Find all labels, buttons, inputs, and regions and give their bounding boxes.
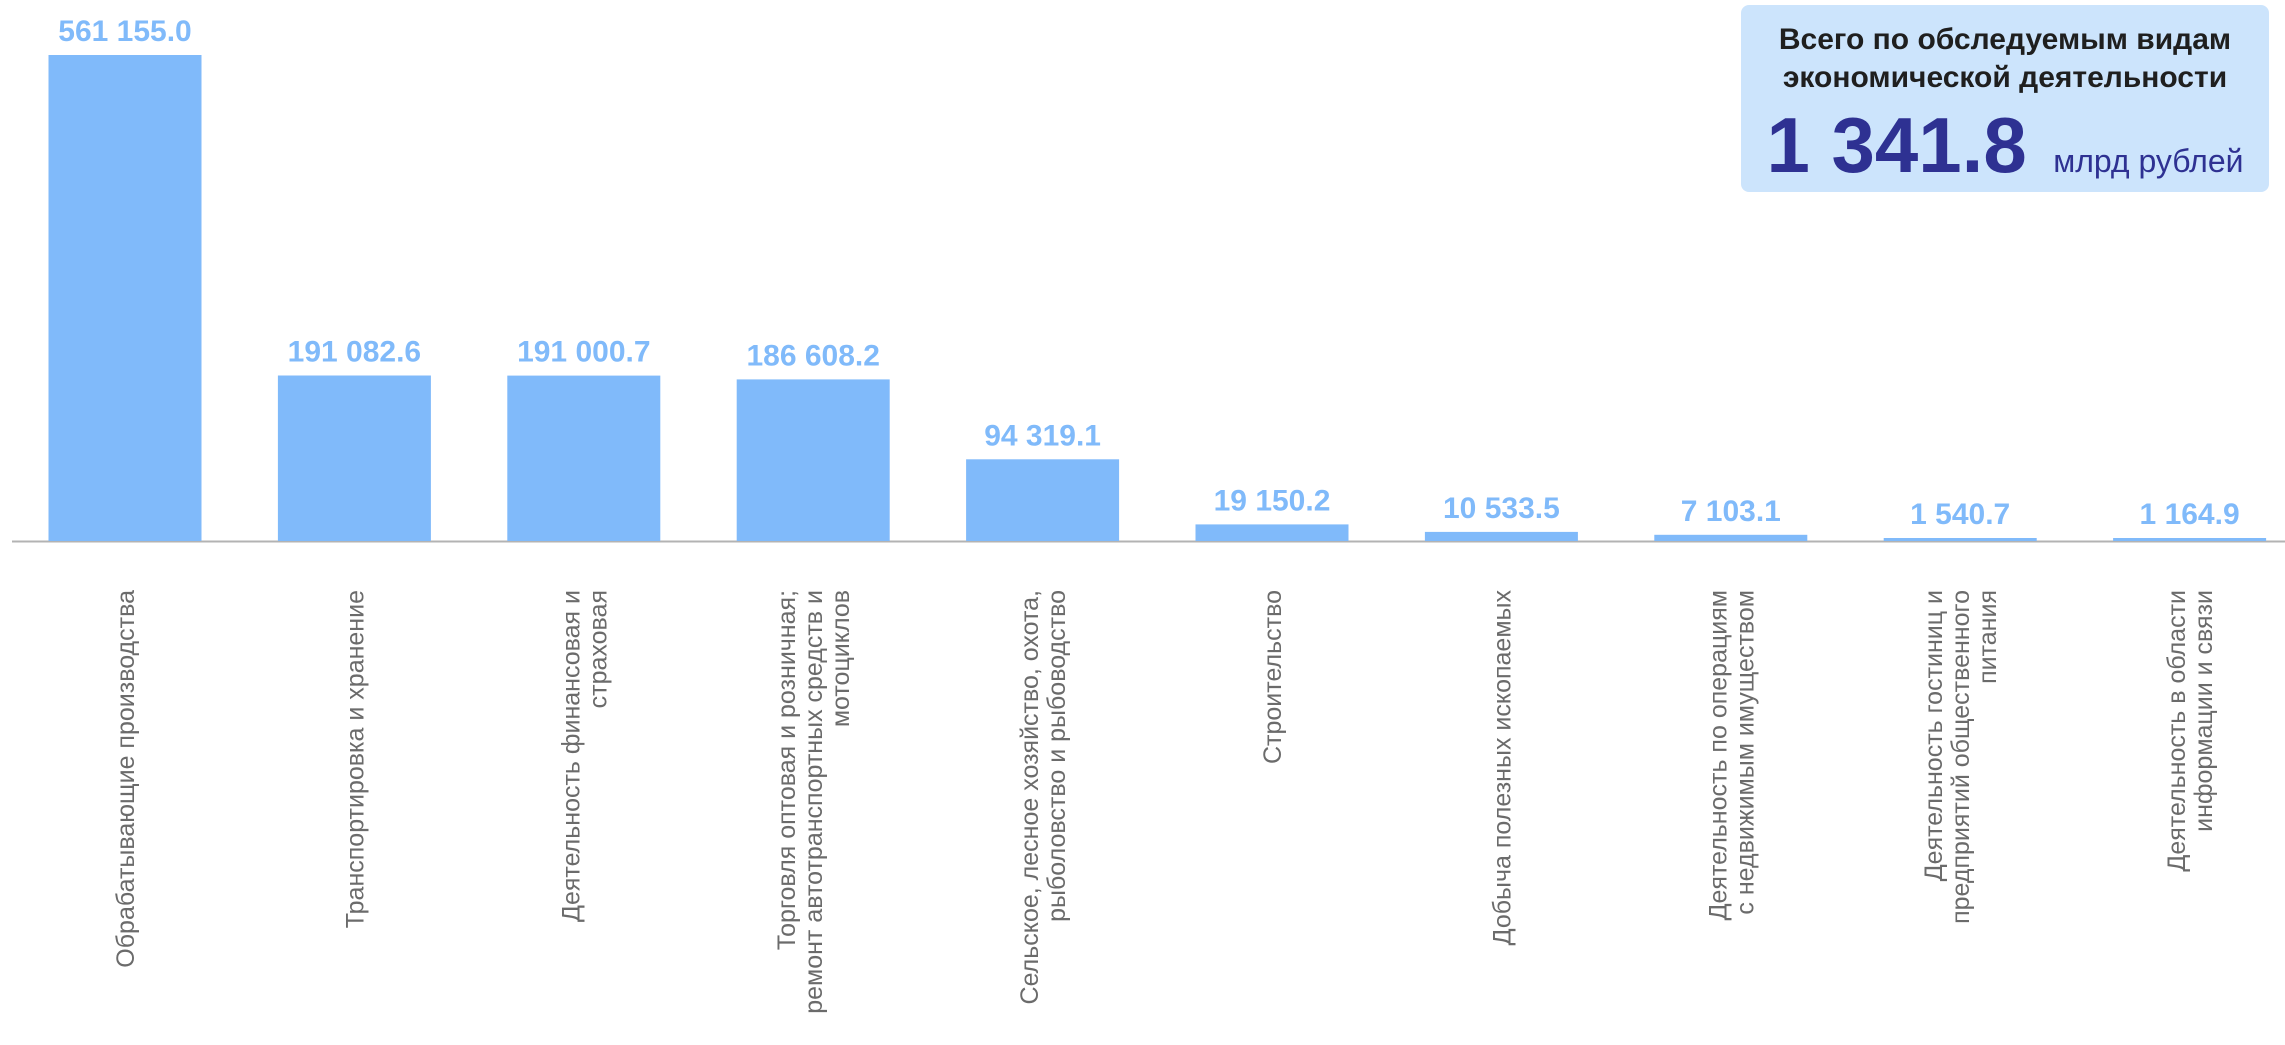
value-label-2: 191 082.6: [288, 336, 421, 369]
value-label-8: 7 103.1: [1681, 495, 1781, 528]
category-label-line: Сельское, лесное хозяйство, охота,: [1016, 590, 1044, 1004]
category-label-line: Деятельность гостиниц и: [1920, 590, 1948, 881]
category-label-line: информации и связи: [2190, 590, 2218, 832]
category-label-line: Торговля оптовая и розничная;: [773, 590, 801, 950]
category-label-line: предприятий общественного: [1947, 590, 1975, 924]
bar-3: [507, 375, 661, 541]
bar-2: [277, 375, 431, 541]
category-label-line: рыболовство и рыбоводство: [1043, 590, 1071, 922]
bar-4: [736, 379, 890, 541]
category-label-3: Деятельность финансовая и страховая: [557, 590, 612, 922]
category-label-7: Добыча полезных ископаемых: [1488, 590, 1516, 946]
bar-6: [1195, 524, 1349, 541]
category-label-line: Транспортировка и хранение: [341, 590, 369, 928]
total-value-row: 1 341.8 млрд рублей: [1741, 105, 2269, 185]
bar-1: [48, 55, 202, 541]
category-label-line: Добыча полезных ископаемых: [1488, 590, 1516, 946]
bar-7: [1424, 531, 1578, 541]
category-label-line: Строительство: [1259, 590, 1287, 764]
total-summary-title-line1: Всего по обследуемым видам: [1778, 23, 2232, 56]
bar-5: [966, 459, 1120, 541]
category-label-4: Торговля оптовая и розничная; ремонт авто…: [773, 590, 855, 1014]
category-label-line: Деятельность в области: [2163, 590, 2191, 872]
category-label-2: Транспортировка и хранение: [341, 590, 369, 928]
bar-10: [2113, 538, 2267, 541]
category-label-line: страховая: [584, 590, 612, 708]
total-value: 1 341.8: [1766, 101, 2027, 189]
value-label-9: 1 540.7: [1910, 498, 2010, 531]
category-label-5: Сельское, лесное хозяйство, охота, рыболо…: [1016, 590, 1071, 1004]
value-label-1: 561 155.0: [58, 15, 191, 48]
category-label-1: Обрабатывающие производства: [112, 590, 140, 968]
category-label-line: питания: [1974, 590, 2002, 684]
category-label-line: с недвижимым имуществом: [1731, 590, 1759, 915]
value-label-3: 191 000.7: [517, 336, 650, 369]
category-label-line: ремонт автотранспортных средств и: [800, 590, 828, 1014]
category-label-line: Деятельность по операциям: [1704, 590, 1732, 920]
value-label-4: 186 608.2: [746, 339, 879, 372]
total-unit: млрд рублей: [2053, 143, 2244, 179]
bar-8: [1654, 534, 1808, 541]
category-label-6: Строительство: [1259, 590, 1287, 764]
total-summary-title-line2: экономической деятельности: [1782, 61, 2228, 94]
category-label-line: мотоциклов: [827, 590, 855, 727]
value-label-6: 19 150.2: [1214, 484, 1331, 517]
value-label-7: 10 533.5: [1443, 492, 1560, 525]
category-label-9: Деятельность гостиниц и предприятий общес…: [1920, 590, 2002, 924]
category-label-10: Деятельность в области информации и связи: [2163, 590, 2218, 872]
value-label-5: 94 319.1: [984, 419, 1101, 452]
bar-9: [1883, 538, 2037, 541]
value-label-10: 1 164.9: [2140, 498, 2240, 531]
category-label-8: Деятельность по операциям с недвижимым им…: [1704, 590, 1759, 920]
total-summary-title: Всего по обследуемым видам экономической…: [1741, 21, 2269, 97]
category-label-line: Деятельность финансовая и: [557, 590, 585, 922]
category-label-line: Обрабатывающие производства: [112, 590, 140, 968]
total-summary-box: Всего по обследуемым видам экономической…: [1741, 5, 2269, 192]
